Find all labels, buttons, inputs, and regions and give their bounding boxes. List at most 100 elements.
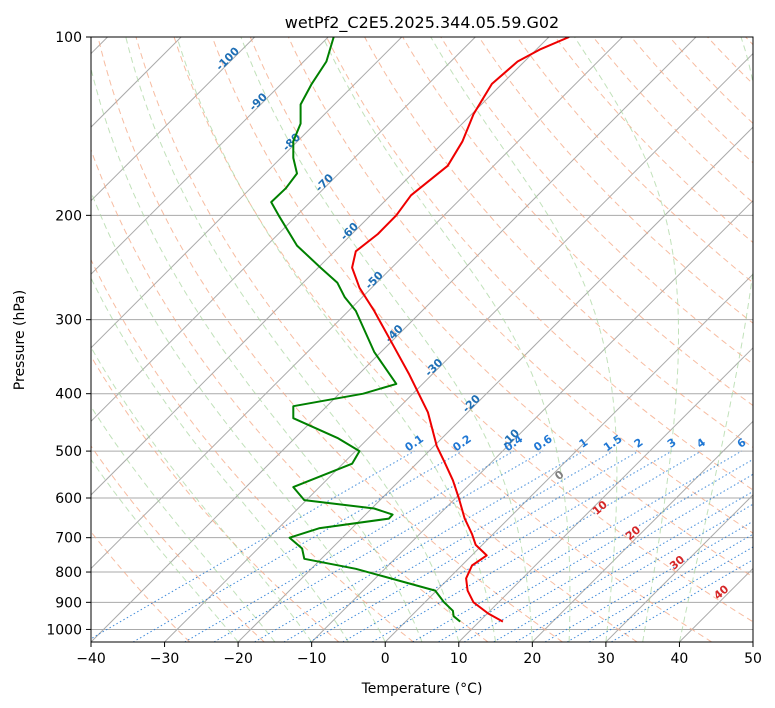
dry-adiabat-label: 0 [552, 468, 566, 483]
isotherm-line [679, 567, 753, 642]
mixing-ratio-lines [91, 450, 753, 642]
moist-adiabat-line [125, 37, 460, 642]
isotherm-label: -100 [213, 44, 242, 73]
x-axis-ticks: −40 −30 −20 −10 0 10 20 30 40 50 [76, 642, 762, 667]
moist-adiabat-line [430, 37, 618, 642]
mixing-ratio-line [412, 450, 742, 642]
y-tick-label: 600 [55, 491, 82, 507]
y-tick-label: 900 [55, 595, 82, 611]
plot-frame [90, 36, 754, 643]
mixing-ratio-label: 3 [665, 436, 679, 451]
dry-adiabat-line [211, 37, 753, 623]
x-axis-label: Temperature (°C) [361, 681, 483, 697]
x-tick-label: −30 [150, 651, 180, 667]
isotherm-line [384, 273, 753, 642]
dry-adiabat-line [440, 37, 753, 365]
y-tick-label: 1000 [46, 622, 82, 638]
moist-adiabat-line [91, 190, 386, 642]
dry-adiabat-line [91, 355, 340, 642]
dry-adiabat-line [91, 445, 265, 642]
isotherm-line [752, 641, 753, 642]
isotherm-line [458, 347, 753, 642]
x-tick-label: 50 [744, 651, 762, 667]
isotherm-line [311, 199, 753, 642]
moist-adiabat-line [91, 276, 349, 642]
moist-adiabat-line [91, 346, 313, 642]
isotherm-label: -80 [280, 130, 303, 153]
dry-adiabat-line [745, 37, 753, 46]
dry-adiabat-line [287, 37, 753, 534]
isotherm-line [531, 420, 753, 642]
isotherm-line [164, 52, 753, 642]
chart-title: wetPf2_C2E5.2025.344.05.59.G02 [285, 13, 559, 33]
y-tick-label: 300 [55, 313, 82, 329]
isotherm-label: -50 [363, 268, 386, 291]
moist-adiabat-line [678, 37, 753, 642]
isotherm-line [91, 37, 329, 275]
dry-adiabat-line [91, 258, 414, 642]
dry-adiabat-label: 40 [711, 582, 731, 602]
isotherm-label: -20 [460, 392, 483, 415]
profile-series [270, 37, 570, 623]
dry-adiabat-line [249, 37, 753, 578]
mixing-ratio-line [184, 450, 514, 642]
isotherm-line [605, 494, 753, 642]
mixing-ratio-line [463, 473, 753, 642]
dry-adiabat-line [326, 37, 753, 491]
dry-adiabat-line [173, 37, 713, 642]
y-tick-label: 200 [55, 208, 82, 224]
mixing-ratio-line [566, 533, 753, 642]
mixing-ratio-label: 8 [761, 436, 775, 451]
isotherm-label: -90 [247, 90, 270, 113]
moist-adiabat-line [176, 37, 497, 642]
y-tick-label: 800 [55, 565, 82, 581]
moist-adiabat-line [574, 37, 679, 642]
mixing-ratio-line [371, 450, 702, 642]
moist-adiabat-line [91, 458, 239, 642]
isotherm-line [91, 37, 623, 570]
moist-adiabat-lines [91, 37, 753, 642]
temperature-line [351, 37, 570, 623]
dry-adiabat-line [707, 37, 753, 85]
dry-adiabat-label: 10 [590, 498, 610, 518]
y-axis-ticks: 100 200 300 400 500 600 700 800 900 1000 [46, 30, 91, 638]
isotherm-line [91, 37, 476, 423]
dry-adiabat-line [669, 37, 753, 125]
dry-adiabat-lines [91, 37, 753, 642]
isotherm-line [91, 37, 550, 496]
dry-adiabat-line [91, 148, 489, 642]
x-tick-label: 30 [597, 651, 615, 667]
dry-adiabat-line [97, 37, 563, 642]
mixing-ratio-line [91, 450, 415, 640]
isotherm-label: -30 [422, 356, 445, 379]
dry-adiabat-line [516, 37, 753, 284]
line-labels: 0.10.20.40.611.52346810131620253036-100-… [213, 44, 775, 602]
dry-adiabat-line [135, 37, 638, 642]
isotherm-label: -60 [338, 220, 361, 243]
isotherm-line [237, 126, 753, 642]
moist-adiabat-line [91, 66, 423, 642]
x-tick-label: 0 [381, 651, 390, 667]
dry-adiabat-line [478, 37, 753, 324]
mixing-ratio-label: 2 [632, 436, 646, 451]
y-tick-label: 500 [55, 444, 82, 460]
x-tick-label: 10 [450, 651, 468, 667]
isotherm-line [91, 37, 256, 202]
y-tick-label: 100 [55, 30, 82, 46]
mixing-ratio-label: 4 [694, 436, 708, 451]
dewpoint-line [270, 37, 461, 623]
y-axis-label: Pressure (hPa) [12, 290, 28, 390]
plot-area: 0.10.20.40.611.52346810131620253036-100-… [91, 37, 775, 642]
mixing-ratio-line [342, 450, 672, 642]
x-tick-label: −20 [223, 651, 253, 667]
x-tick-label: 40 [671, 651, 689, 667]
dry-adiabat-line [554, 37, 753, 244]
x-tick-label: −10 [297, 651, 327, 667]
isotherm-line [91, 37, 403, 349]
dry-adiabat-label: 20 [623, 523, 643, 543]
moist-adiabat-line [322, 37, 571, 642]
mixing-ratio-line [132, 450, 463, 642]
y-tick-label: 400 [55, 387, 82, 403]
moist-adiabat-line [240, 37, 533, 642]
